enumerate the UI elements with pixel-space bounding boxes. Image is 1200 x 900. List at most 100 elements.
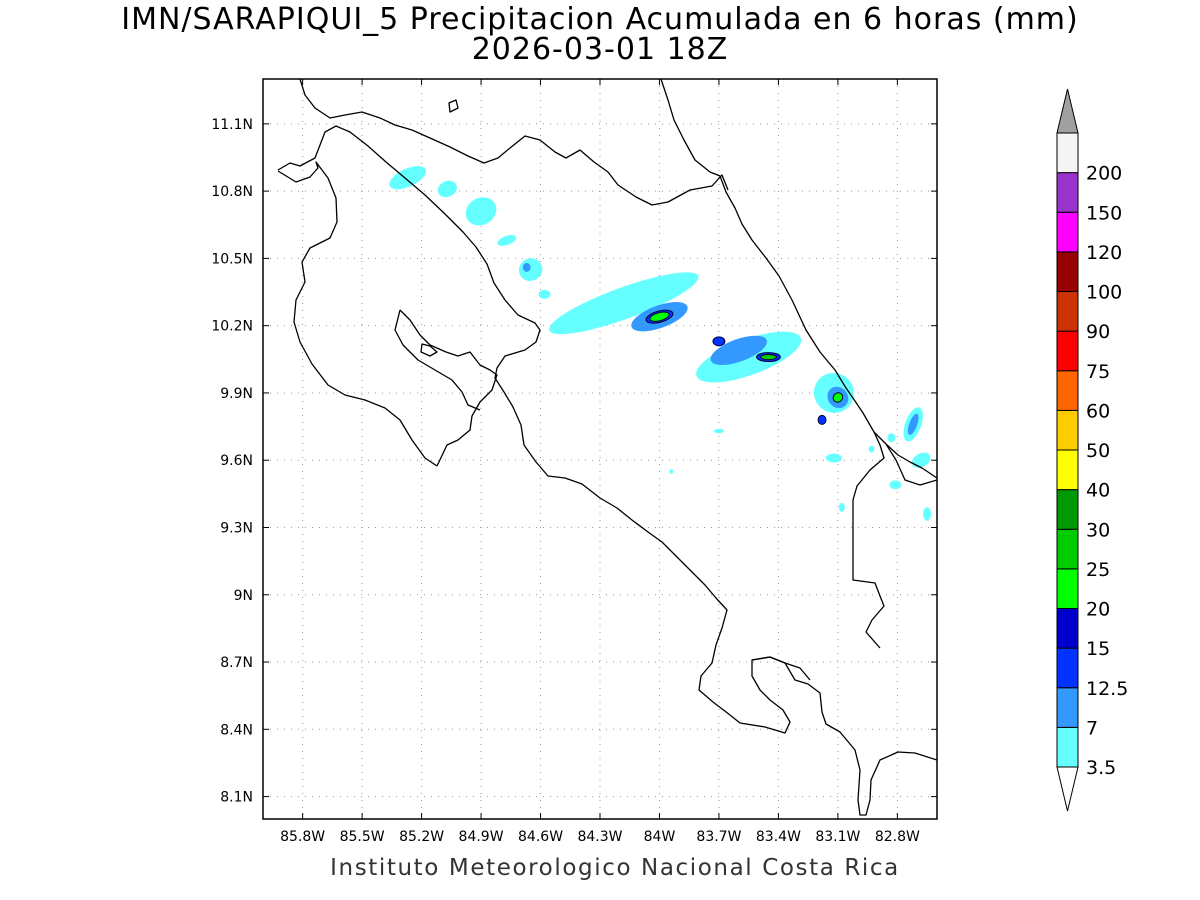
precip-area-level-4 [649, 311, 670, 322]
map-subtitle-datetime: 2026-03-01 18Z [471, 32, 729, 67]
colorbar-swatch [1056, 489, 1079, 530]
small-island [420, 343, 438, 357]
colorbar-level-label: 12.5 [1086, 678, 1128, 700]
colorbar-level-label: 15 [1086, 638, 1110, 660]
colorbar-level-label: 20 [1086, 599, 1110, 621]
precip-area-level-0 [669, 469, 674, 474]
precip-area-level-2 [817, 414, 827, 425]
precip-area-level-5 [760, 353, 777, 361]
latitude-tick-labels: 11.1N 10.8N 10.5N 10.2N 9.9N 9.6N 9.3N 9N 8.7N 8.… [211, 117, 937, 806]
costa-rica-caribbean-coast [660, 79, 937, 479]
lat-tick-label: 11.1N [211, 117, 253, 133]
lake-outline [448, 99, 459, 113]
colorbar-under-arrow [1056, 766, 1079, 812]
precip-area-level-0 [389, 165, 427, 190]
lon-tick-label: 82.8W [875, 829, 920, 845]
colorbar-swatch [1056, 251, 1079, 292]
colorbar-level-label: 75 [1086, 361, 1110, 383]
colorbar-swatch [1056, 726, 1079, 768]
precip-area-level-0 [889, 480, 902, 490]
colorbar-swatch [1056, 409, 1079, 451]
lat-tick-label: 10.8N [211, 184, 253, 200]
lat-tick-label: 9.6N [220, 453, 253, 469]
colorbar-level-label: 50 [1086, 440, 1110, 462]
precip-area-level-0 [838, 502, 845, 512]
lon-tick-label: 84.9W [459, 829, 504, 845]
precip-area-level-0 [887, 433, 896, 443]
precip-area-level-0 [549, 272, 699, 335]
precip-area-level-4 [832, 392, 844, 403]
colorbar-level-label: 40 [1086, 480, 1110, 502]
lon-tick-label: 83.7W [696, 829, 741, 845]
precip-area-level-1 [522, 262, 531, 272]
panama-border [852, 431, 885, 649]
colorbar-level-label: 30 [1086, 519, 1110, 541]
lon-tick-label: 83.4W [756, 829, 801, 845]
precipitation-contours [389, 165, 932, 521]
colorbar-swatch [1056, 370, 1079, 411]
colorbar-swatch [1056, 568, 1079, 609]
colorbar-level-label: 100 [1086, 282, 1122, 304]
precip-area-level-0 [465, 197, 497, 226]
colorbar-level-label: 60 [1086, 400, 1110, 422]
precip-area-level-2 [712, 336, 726, 347]
lon-tick-label: 85.5W [340, 829, 385, 845]
colorbar-swatch [1056, 211, 1079, 253]
colorbar-level-label: 7 [1086, 717, 1098, 739]
colorbar-level-label: 120 [1086, 242, 1122, 264]
lon-tick-label: 84W [644, 829, 676, 845]
lon-tick-label: 85.8W [280, 829, 325, 845]
precip-area-level-0 [497, 235, 517, 246]
precip-area-level-1 [710, 335, 767, 365]
colorbar-legend: 3.5 7 12.5 15 20 25 30 40 50 60 75 90 100 120 150 200 [1056, 88, 1128, 812]
precip-area-level-0 [538, 289, 551, 299]
precip-area-level-0 [825, 453, 842, 463]
lat-tick-label: 10.5N [211, 251, 253, 267]
osa-peninsula-coast [751, 656, 811, 681]
lat-tick-label: 9.3N [220, 520, 253, 536]
precip-area-level-0 [923, 507, 932, 521]
nicaragua-border [277, 161, 438, 467]
colorbar-level-label: 200 [1086, 163, 1122, 185]
colorbar-level-label: 150 [1086, 202, 1122, 224]
colorbar-swatch [1056, 449, 1079, 491]
colorbar-swatch [1056, 647, 1079, 689]
colorbar-level-label: 90 [1086, 321, 1110, 343]
map-grid [263, 79, 937, 819]
lat-tick-label: 9N [234, 588, 253, 604]
colorbar-swatch [1056, 172, 1079, 213]
lat-tick-label: 8.7N [220, 655, 253, 671]
colorbar-swatch [1056, 330, 1079, 372]
precip-area-level-0 [911, 452, 931, 468]
lat-tick-label: 10.2N [211, 319, 253, 335]
lon-tick-label: 84.3W [577, 829, 622, 845]
lon-tick-label: 83.1W [815, 829, 860, 845]
colorbar-swatch [1056, 608, 1079, 649]
lon-tick-label: 84.6W [518, 829, 563, 845]
lat-tick-label: 8.4N [220, 722, 253, 738]
colorbar-swatch [1056, 528, 1079, 570]
precip-area-level-0 [518, 258, 543, 281]
map-frame [262, 78, 938, 820]
nicoya-gulf-coast [399, 309, 498, 467]
colorbar-swatch [1056, 291, 1079, 332]
colorbar-swatch [1056, 132, 1079, 174]
lon-tick-label: 85.2W [399, 829, 444, 845]
coastline [277, 79, 937, 816]
east-coast-tail [885, 443, 937, 486]
northern-border [299, 79, 729, 206]
colorbar-level-label: 3.5 [1086, 757, 1116, 779]
lat-tick-label: 9.9N [220, 386, 253, 402]
precip-area-level-0 [868, 445, 875, 453]
longitude-tick-labels: 85.8W 85.5W 85.2W 84.9W 84.6W 84.3W 84W 83.7W 83… [280, 79, 920, 845]
institution-credit: Instituto Meteorologico Nacional Costa R… [330, 855, 900, 881]
precip-area-level-1 [907, 413, 919, 435]
precip-area-level-0 [437, 180, 457, 198]
colorbar-over-arrow [1056, 88, 1079, 134]
colorbar-swatch [1056, 687, 1079, 728]
nicoya-peninsula-inner [394, 309, 481, 411]
precip-area-level-0 [713, 428, 724, 434]
costa-rica-pacific-coast [277, 125, 937, 816]
map-title: IMN/SARAPIQUI_5 Precipitacion Acumulada … [121, 2, 1079, 37]
